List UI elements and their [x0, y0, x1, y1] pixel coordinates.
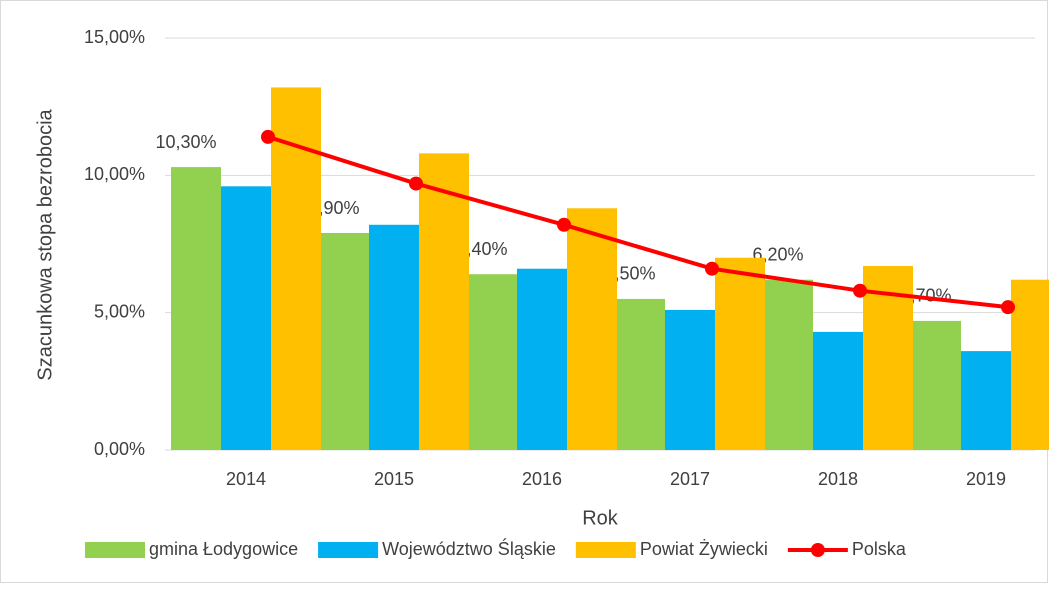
bar: [517, 268, 567, 450]
x-axis-title: Rok: [582, 507, 619, 529]
line-marker: [409, 176, 423, 191]
bar: [813, 331, 863, 450]
bar: [419, 153, 469, 451]
x-tick-label: 2017: [670, 469, 710, 489]
line-marker: [261, 129, 275, 144]
bar: [665, 309, 715, 450]
bar: [567, 208, 617, 450]
legend-swatch: [85, 542, 145, 558]
y-tick-label: 0,00%: [94, 439, 145, 459]
bar: [615, 298, 665, 450]
x-tick-label: 2019: [966, 469, 1006, 489]
y-tick-label: 5,00%: [94, 301, 145, 321]
bar: [715, 257, 765, 450]
line-marker: [1001, 300, 1015, 315]
legend-swatch: [575, 542, 636, 558]
legend-swatch: [318, 542, 379, 558]
legend-label: Województwo Śląskie: [382, 538, 556, 559]
y-tick-label: 15,00%: [84, 27, 145, 47]
legend-label: Polska: [852, 539, 907, 559]
bar: [369, 224, 419, 450]
bar: [763, 279, 813, 450]
y-tick-label: 10,00%: [84, 164, 145, 184]
data-label: 6,20%: [752, 244, 803, 264]
legend-label: gmina Łodygowice: [149, 539, 298, 559]
data-label: 7,90%: [308, 198, 359, 218]
bar: [171, 167, 221, 451]
y-axis-title: Szacunkowa stopa bezrobocia: [34, 108, 56, 380]
legend-swatch: [810, 543, 825, 557]
bar: [221, 186, 271, 450]
bar: [319, 233, 369, 450]
line-marker: [853, 283, 867, 298]
line-marker: [557, 217, 571, 232]
line-marker: [705, 261, 719, 276]
x-tick-label: 2014: [226, 469, 266, 489]
data-label: 6,40%: [456, 239, 507, 259]
legend-label: Powiat Żywiecki: [640, 539, 768, 559]
x-tick-label: 2015: [374, 469, 414, 489]
x-tick-label: 2016: [522, 469, 562, 489]
bar: [961, 351, 1011, 450]
bar: [911, 320, 961, 450]
data-label: 10,30%: [155, 132, 216, 152]
bar: [271, 87, 321, 450]
bar: [1011, 279, 1049, 450]
bar: [467, 274, 517, 450]
data-label: 5,50%: [604, 264, 655, 284]
line: [267, 134, 1009, 310]
x-tick-label: 2018: [818, 469, 858, 489]
